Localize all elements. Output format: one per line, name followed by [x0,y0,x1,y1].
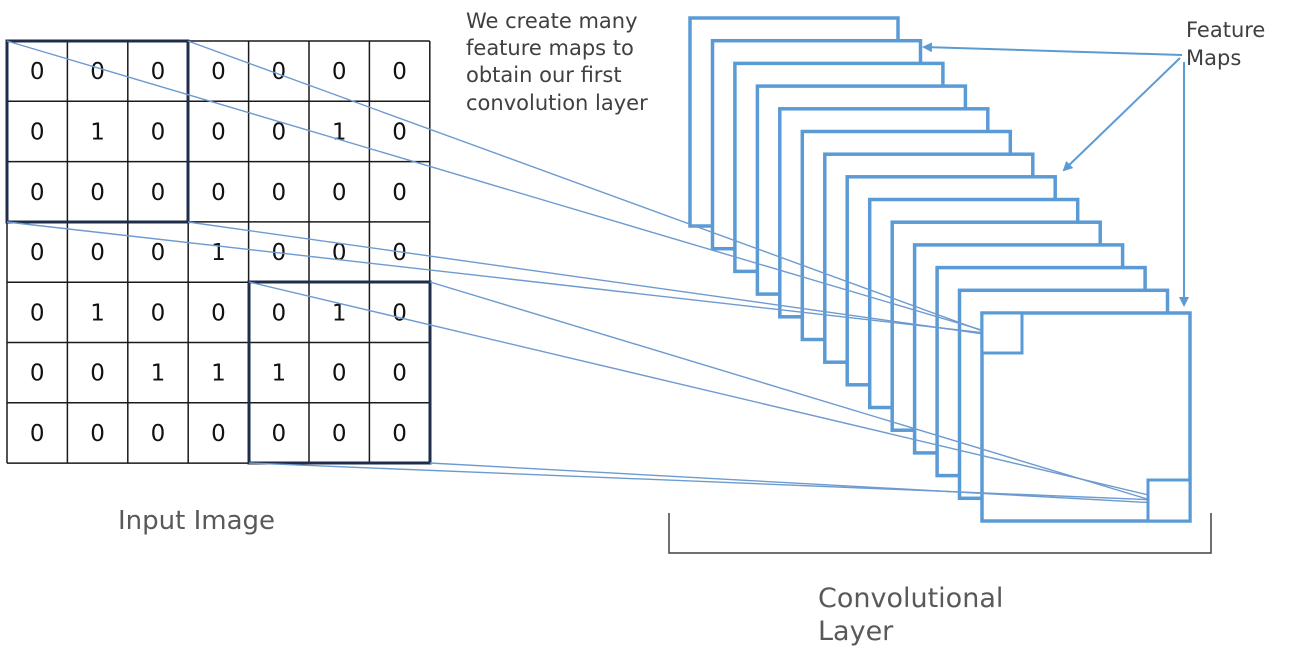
grid-cell-value: 0 [30,300,45,326]
receptive-field-bottom-right [247,280,432,465]
grid-cell-value: 1 [90,300,105,326]
grid-cell-value: 0 [90,421,105,447]
receptive-field-top-left [5,39,190,224]
grid-cell-value: 0 [151,300,166,326]
convolutional-layer-brace [668,513,1212,554]
grid-cell-value: 1 [211,240,226,266]
grid-cell-value: 0 [90,361,105,387]
grid-cell-value: 0 [30,119,45,145]
grid-cell-value: 0 [151,119,166,145]
grid-cell-value: 0 [211,421,226,447]
grid-cell-value: 0 [30,59,45,85]
grid-cell-value: 0 [271,119,286,145]
grid-cell-value: 1 [151,361,166,387]
grid-cell-value: 0 [271,300,286,326]
grid-cell-value: 0 [332,421,347,447]
grid-cell-value: 0 [332,180,347,206]
connector-line [429,462,1158,504]
grid-cell-value: 0 [392,59,407,85]
grid-cell-value: 1 [90,119,105,145]
connector-line [248,462,1158,501]
grid-cell-value: 0 [332,361,347,387]
connector-line [6,40,986,332]
grid-cell-value: 1 [211,361,226,387]
input-grid-background [7,41,430,464]
grid-cell-value: 0 [151,240,166,266]
input-image-grid: 0 0 0 0 0 0 00 1 0 0 0 1 00 0 0 0 0 0 00 0 0 1 0 0 00 1 0 0 0 1 00 0 1 1 1… [6,40,431,464]
grid-cell-value: 0 [392,240,407,266]
connector-line [187,40,989,334]
grid-cell-value: 0 [30,421,45,447]
grid-cell-value: 0 [90,240,105,266]
grid-cell-value: 0 [211,59,226,85]
input-image-caption: Input Image [118,506,275,536]
grid-cell-value: 0 [392,300,407,326]
grid-cell-value: 0 [90,59,105,85]
feature-maps-label: Feature Maps [1186,18,1272,70]
grid-cell-value: 0 [151,421,166,447]
grid-cell-value: 0 [271,421,286,447]
annotation-text: We create many feature maps to obtain ou… [466,9,648,115]
feature-maps-arrows [922,42,1189,307]
grid-cell-value: 1 [332,300,347,326]
convolution-connectors [6,40,1158,504]
grid-cell-value: 0 [30,180,45,206]
grid-cell-value: 0 [211,300,226,326]
connector-line [429,281,1158,503]
grid-cell-value: 0 [271,59,286,85]
grid-cell-value: 0 [30,361,45,387]
connector-line [187,221,992,336]
arrow-to-map-back [922,42,1183,56]
grid-cell-value: 0 [271,180,286,206]
output-cell-top-left [980,311,1024,355]
grid-cell-value: 0 [392,119,407,145]
convolutional-layer-caption: Convolutional Layer [818,583,1012,647]
grid-cell-value: 0 [211,119,226,145]
arrow-to-map-middle [1062,57,1181,172]
grid-cell-value: 0 [211,180,226,206]
connector-line [248,281,1158,498]
connector-line [6,221,986,334]
grid-cell-value: 0 [392,361,407,387]
output-cell-bottom-right [1146,478,1192,523]
grid-cell-value: 1 [271,361,286,387]
grid-cell-value: 0 [151,59,166,85]
grid-cell-value: 0 [151,180,166,206]
grid-cell-value: 0 [90,180,105,206]
grid-cell-value: 0 [392,180,407,206]
grid-cell-value: 0 [332,59,347,85]
grid-cell-value: 0 [30,240,45,266]
grid-cell-value: 0 [392,421,407,447]
